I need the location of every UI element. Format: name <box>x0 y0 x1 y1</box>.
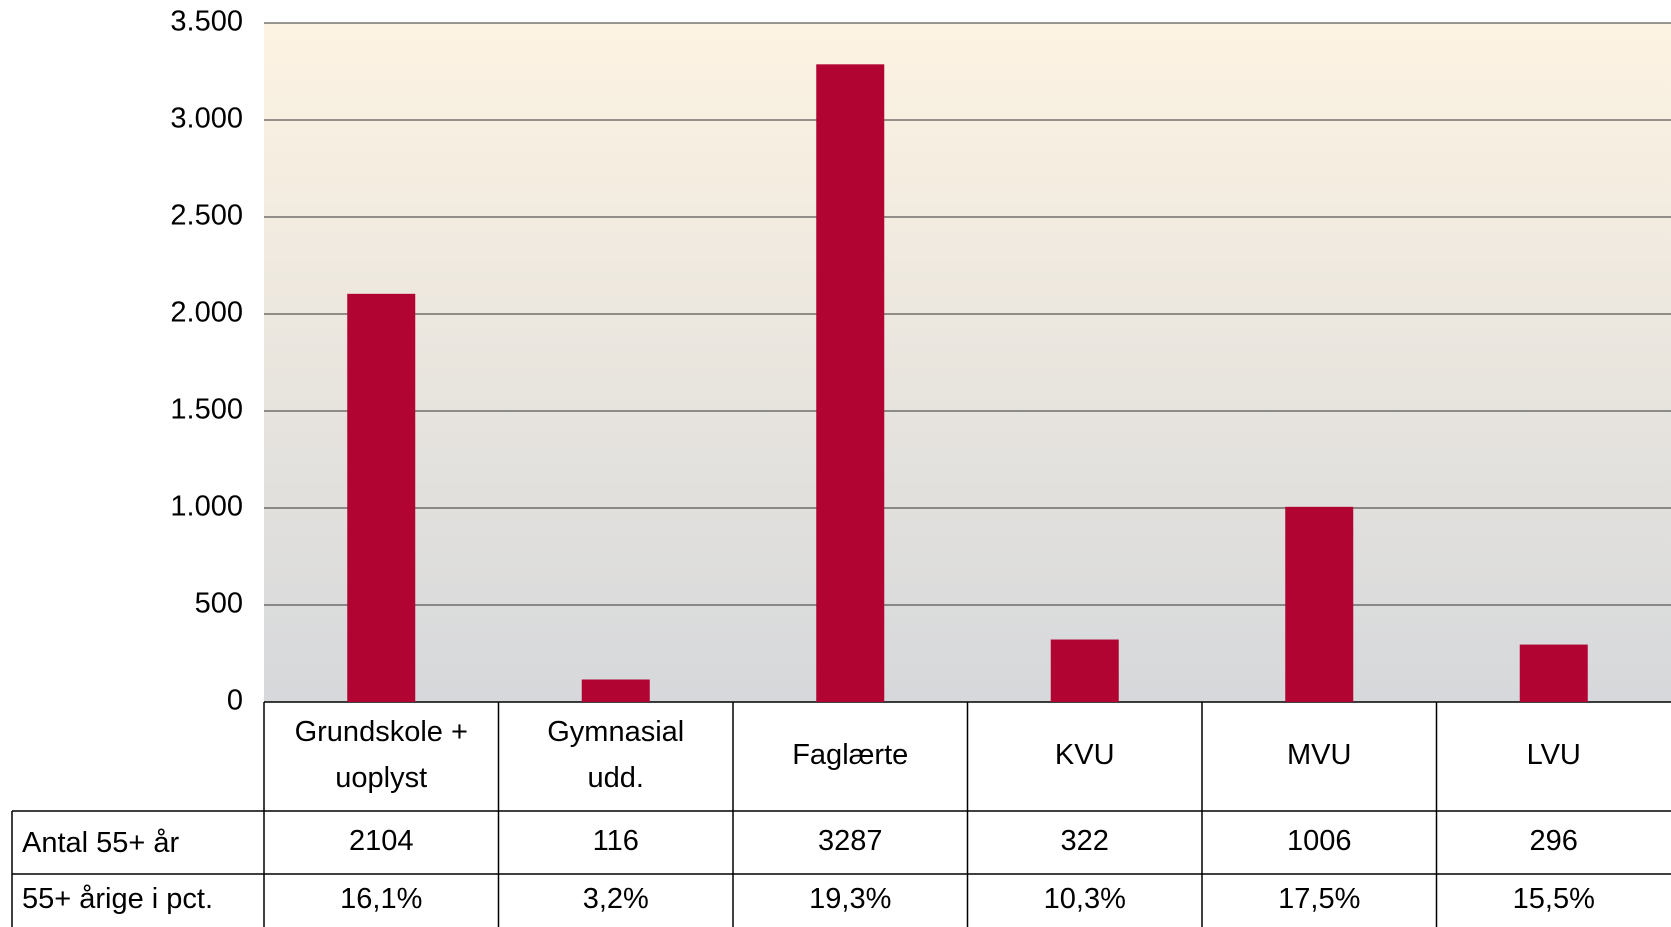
y-tick-label: 1.500 <box>170 394 243 426</box>
table-row-label: Antal 55+ år <box>22 827 180 859</box>
table-cell: 15,5% <box>1513 883 1595 915</box>
x-tick-label: KVU <box>1055 739 1115 771</box>
y-tick-label: 1.000 <box>170 491 243 523</box>
bar <box>1285 506 1354 702</box>
bar <box>1519 644 1588 702</box>
table-cell: 1006 <box>1287 825 1352 857</box>
bar <box>816 64 885 702</box>
table-cell: 10,3% <box>1044 883 1126 915</box>
table-cell: 3287 <box>818 825 883 857</box>
y-tick-label: 3.000 <box>170 103 243 135</box>
bar <box>1050 639 1119 702</box>
bar <box>581 679 650 702</box>
x-tick-label: Gymnasial <box>547 716 684 748</box>
y-tick-label: 2.500 <box>170 200 243 232</box>
x-tick-label: Grundskole + <box>295 716 468 748</box>
x-tick-label: uoplyst <box>335 762 427 794</box>
table-cell: 19,3% <box>809 883 891 915</box>
y-tick-label: 0 <box>227 685 243 717</box>
plot-area <box>264 23 1671 702</box>
table-cell: 296 <box>1530 825 1578 857</box>
bar <box>347 293 416 702</box>
table-cell: 322 <box>1061 825 1109 857</box>
table-cell: 16,1% <box>340 883 422 915</box>
table-cell: 116 <box>593 825 639 857</box>
table-cell: 2104 <box>349 825 414 857</box>
y-tick-label: 500 <box>195 588 243 620</box>
y-tick-label: 2.000 <box>170 297 243 329</box>
x-tick-label: Faglærte <box>792 739 908 771</box>
y-tick-label: 3.500 <box>170 6 243 38</box>
table-row-label: 55+ årige i pct. <box>22 883 213 915</box>
table-cell: 17,5% <box>1278 883 1360 915</box>
x-tick-label: udd. <box>588 762 644 794</box>
x-tick-label: LVU <box>1527 739 1581 771</box>
table-cell: 3,2% <box>583 883 649 915</box>
x-tick-label: MVU <box>1287 739 1351 771</box>
